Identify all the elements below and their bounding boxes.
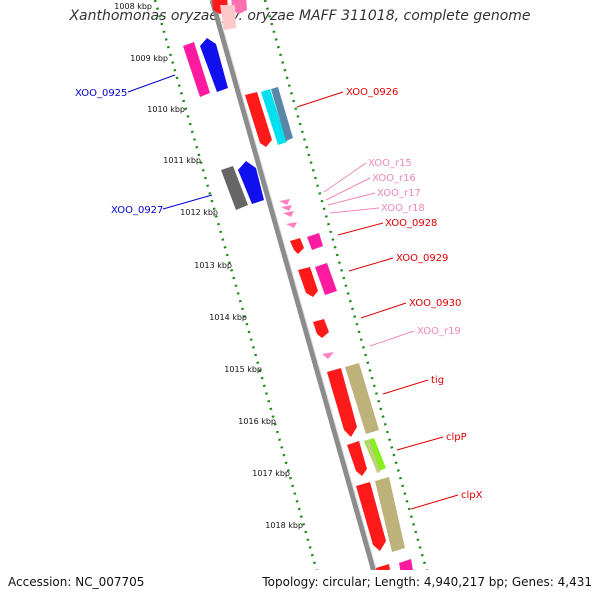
top-faint-gene	[220, 5, 236, 30]
gene-XOO_0926-cyan	[261, 89, 287, 145]
scale-tick-label: 1010 kbp	[147, 105, 185, 114]
gene-clpP-khaki	[366, 440, 380, 473]
label-XOO_0929[interactable]: XOO_0929	[396, 253, 448, 264]
gene-XOO_r17	[283, 211, 294, 217]
gene-XOO_0926-red	[245, 92, 272, 147]
scale-tick-label: 1011 kbp	[163, 156, 201, 165]
gene-XOO_0930-red	[313, 319, 329, 338]
pointer-XOO_r19	[369, 330, 415, 347]
label-XOO_r18[interactable]: XOO_r18	[381, 203, 425, 214]
pointer-XOO_0930	[360, 302, 407, 319]
gene-XOO_0925-pink	[183, 42, 210, 97]
gene-XOO_0928-red	[290, 238, 304, 254]
gene-XOO_0929-pink	[315, 263, 337, 295]
pointer-XOO_0929	[348, 257, 394, 272]
scale-tick-label: 1009 kbp	[130, 54, 168, 63]
label-clpP[interactable]: clpP	[446, 432, 467, 443]
gene-XOO_r19	[322, 352, 334, 359]
top-pink-gene	[231, 0, 247, 14]
gene-XOO_r16	[281, 205, 292, 211]
gene-XOO_0927-blue	[238, 161, 264, 204]
accession-text: Accession: NC_007705	[8, 575, 145, 589]
label-tig[interactable]: tig	[431, 375, 444, 386]
bottom-red-gene	[376, 564, 390, 570]
pointer-XOO_r16	[325, 177, 371, 201]
gene-XOO_r15	[279, 199, 290, 205]
scale-tick-label: 1012 kbp	[180, 208, 218, 217]
label-clpX[interactable]: clpX	[461, 490, 483, 501]
pointer-XOO_r15	[323, 162, 367, 193]
pointer-tig	[382, 379, 429, 395]
label-XOO_0930[interactable]: XOO_0930	[409, 298, 461, 309]
gene-clpP-red	[347, 441, 367, 476]
gene-XOO_0928-pink	[307, 233, 323, 250]
gene-XOO_0927-gray	[221, 166, 248, 210]
label-XOO_0926[interactable]: XOO_0926	[346, 87, 398, 98]
label-XOO_r16[interactable]: XOO_r16	[372, 173, 416, 184]
bottom-pink-gene	[399, 559, 413, 570]
pointer-XOO_0927	[162, 194, 213, 210]
pointer-clpX	[410, 494, 459, 510]
scale-tick-label: 1014 kbp	[209, 313, 247, 322]
map-title: Xanthomonas oryzae pv. oryzae MAFF 31101…	[69, 8, 531, 24]
label-XOO_r17[interactable]: XOO_r17	[377, 188, 421, 199]
pointer-XOO_0925	[127, 74, 176, 93]
forward-track-guide-left	[214, 0, 378, 570]
pointer-XOO_r17	[327, 192, 376, 206]
scale-tick-label: 1013 kbp	[194, 261, 232, 270]
pointer-XOO_r18	[329, 207, 380, 214]
genome-summary-text: Topology: circular; Length: 4,940,217 bp…	[262, 575, 592, 589]
gene-XOO_0926-steel	[271, 87, 293, 141]
scale-tick-label: 1018 kbp	[265, 521, 303, 530]
gene-XOO_0925-blue	[200, 38, 228, 92]
label-XOO_r15[interactable]: XOO_r15	[368, 158, 412, 169]
gene-XOO_r18	[286, 222, 297, 228]
scale-tick-label: 1016 kbp	[238, 417, 276, 426]
gene-clpX-red	[356, 482, 386, 551]
gene-clpX-khaki	[375, 477, 405, 552]
label-XOO_0927[interactable]: XOO_0927	[111, 205, 163, 216]
pointer-XOO_0926	[296, 91, 344, 108]
scale-tick-label: 1017 kbp	[252, 469, 290, 478]
label-XOO_0925[interactable]: XOO_0925	[75, 88, 127, 99]
pointer-XOO_0928	[337, 222, 384, 236]
scale-tick-label: 1008 kbp	[114, 2, 152, 11]
genome-backbone	[209, 0, 377, 570]
gene-XOO_0929-red	[298, 267, 318, 297]
gene-tig-khaki	[345, 363, 379, 434]
pointer-clpP	[396, 436, 444, 451]
gene-tig-red	[327, 368, 357, 437]
scale-tick-label: 1015 kbp	[224, 365, 262, 374]
label-XOO_0928[interactable]: XOO_0928	[385, 218, 437, 229]
label-XOO_r19[interactable]: XOO_r19	[417, 326, 461, 337]
